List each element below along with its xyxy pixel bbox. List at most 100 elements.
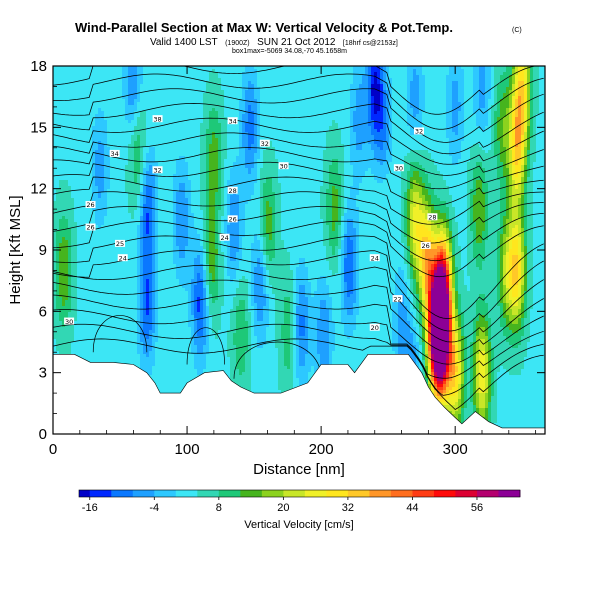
heatmap-cell	[434, 75, 438, 79]
heatmap-cell	[95, 66, 99, 70]
heatmap-cell	[332, 72, 336, 76]
heatmap-cell	[434, 90, 438, 94]
heatmap-cell	[326, 84, 330, 88]
heatmap-cell	[248, 87, 252, 91]
heatmap-cell	[380, 81, 384, 85]
heatmap-cell	[299, 75, 303, 79]
heatmap-cell	[395, 78, 399, 82]
heatmap-cell	[443, 87, 447, 91]
heatmap-cell	[119, 90, 123, 94]
heatmap-cell	[515, 78, 519, 82]
heatmap-cell	[407, 72, 411, 76]
heatmap-cell	[419, 81, 423, 85]
heatmap-cell	[53, 66, 57, 70]
heatmap-cell	[83, 93, 87, 97]
heatmap-cell	[455, 87, 459, 91]
heatmap-cell	[59, 75, 63, 79]
heatmap-cell	[164, 90, 168, 94]
heatmap-cell	[521, 87, 525, 91]
heatmap-cell	[68, 72, 72, 76]
heatmap-cell	[119, 66, 123, 70]
heatmap-cell	[53, 81, 57, 85]
heatmap-cell	[362, 81, 366, 85]
heatmap-cell	[539, 69, 543, 73]
heatmap-cell	[530, 75, 534, 79]
valid-forecast: [18hrf cs@2153z]	[343, 40, 398, 47]
heatmap-cell	[152, 69, 156, 73]
heatmap-cell	[335, 72, 339, 76]
heatmap-cell	[485, 75, 489, 79]
heatmap-cell	[95, 69, 99, 73]
heatmap-cell	[104, 87, 108, 91]
heatmap-cell	[482, 69, 486, 73]
heatmap-cell	[503, 75, 507, 79]
heatmap-cell	[155, 69, 159, 73]
heatmap-cell	[338, 84, 342, 88]
heatmap-cell	[140, 81, 144, 85]
heatmap-cell	[416, 69, 420, 73]
heatmap-cell	[86, 72, 90, 76]
heatmap-cell	[245, 75, 249, 79]
heatmap-cell	[101, 78, 105, 82]
heatmap-cell	[335, 81, 339, 85]
heatmap-cell	[356, 69, 360, 73]
heatmap-cell	[458, 84, 462, 88]
heatmap-cell	[161, 81, 165, 85]
heatmap-cell	[311, 78, 315, 82]
heatmap-cell	[107, 75, 111, 79]
heatmap-cell	[494, 66, 498, 70]
heatmap-cell	[542, 75, 545, 79]
heatmap-cell	[419, 90, 423, 94]
heatmap-cell	[281, 81, 285, 85]
heatmap-cell	[521, 75, 525, 79]
heatmap-cell	[539, 75, 543, 79]
heatmap-cell	[341, 90, 345, 94]
heatmap-cell	[509, 81, 513, 85]
heatmap-cell	[134, 87, 138, 91]
heatmap-cell	[209, 69, 213, 73]
heatmap-cell	[230, 90, 234, 94]
heatmap-cell	[452, 90, 456, 94]
heatmap-cell	[242, 78, 246, 82]
heatmap-cell	[377, 90, 381, 94]
heatmap-cell	[140, 66, 144, 70]
heatmap-cell	[305, 66, 309, 70]
heatmap-cell	[137, 75, 141, 79]
heatmap-cell	[287, 72, 291, 76]
heatmap-cell	[461, 66, 465, 70]
heatmap-cell	[65, 84, 69, 88]
heatmap-cell	[383, 84, 387, 88]
heatmap-cell	[251, 90, 255, 94]
heatmap-cell	[332, 87, 336, 91]
heatmap-cell	[149, 66, 153, 70]
heatmap-cell	[398, 90, 402, 94]
heatmap-cell	[482, 81, 486, 85]
heatmap-cell	[512, 66, 516, 70]
heatmap-cell	[86, 87, 90, 91]
heatmap-cell	[248, 81, 252, 85]
heatmap-cell	[209, 75, 213, 79]
heatmap-cell	[530, 90, 534, 94]
heatmap-cell	[479, 84, 483, 88]
heatmap-cell	[227, 69, 231, 73]
heatmap-cell	[350, 81, 354, 85]
heatmap-cell	[209, 87, 213, 91]
heatmap-cell	[410, 78, 414, 82]
heatmap-cell	[200, 81, 204, 85]
heatmap-cell	[515, 81, 519, 85]
heatmap-cell	[221, 72, 225, 76]
heatmap-cell	[353, 78, 357, 82]
heatmap-cell	[509, 72, 513, 76]
heatmap-cell	[401, 78, 405, 82]
heatmap-cell	[473, 81, 477, 85]
heatmap-cell	[125, 69, 129, 73]
heatmap-cell	[284, 72, 288, 76]
heatmap-cell	[323, 87, 327, 91]
heatmap-cell	[422, 87, 426, 91]
heatmap-cell	[206, 84, 210, 88]
heatmap-cell	[134, 78, 138, 82]
heatmap-cell	[542, 87, 545, 91]
heatmap-cell	[500, 78, 504, 82]
heatmap-cell	[281, 78, 285, 82]
heatmap-cell	[170, 69, 174, 73]
